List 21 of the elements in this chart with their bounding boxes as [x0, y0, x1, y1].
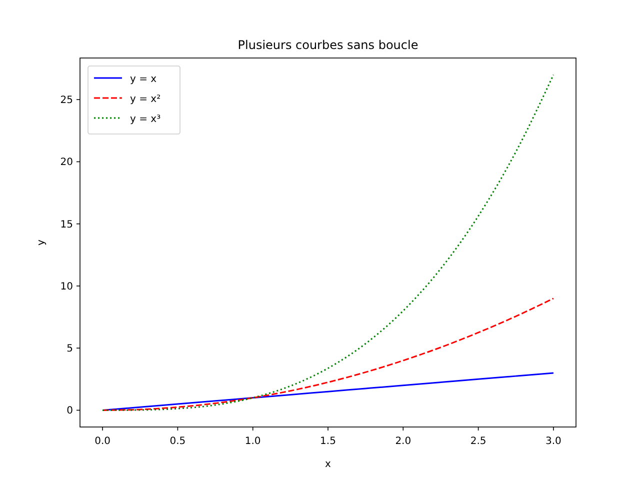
- y-tick-label: 10: [60, 281, 73, 292]
- y-axis-title: y: [36, 239, 47, 246]
- x-tick-label: 2.5: [470, 436, 486, 447]
- x-tick-label: 0.5: [170, 436, 186, 447]
- y-tick-label: 0: [66, 406, 73, 417]
- y-tick-label: 15: [60, 219, 73, 230]
- x-tick-label: 2.0: [395, 436, 412, 447]
- chart-title: Plusieurs courbes sans boucle: [238, 38, 418, 52]
- legend-label: y = x³: [130, 114, 161, 125]
- line-series: [102, 74, 554, 411]
- y-tick-label: 5: [66, 344, 73, 355]
- x-tick-label: 1.5: [320, 436, 336, 447]
- y-tick-label: 20: [60, 157, 73, 168]
- x-tick-label: 1.0: [244, 436, 261, 447]
- x-tick-label: 0.0: [94, 436, 110, 447]
- y-tick-label: 25: [60, 95, 73, 106]
- x-tick-label: 3.0: [546, 436, 562, 447]
- legend-label: y = x: [130, 74, 157, 85]
- legend-label: y = x²: [130, 94, 161, 105]
- x-axis-title: x: [325, 459, 332, 470]
- line-series: [102, 298, 554, 411]
